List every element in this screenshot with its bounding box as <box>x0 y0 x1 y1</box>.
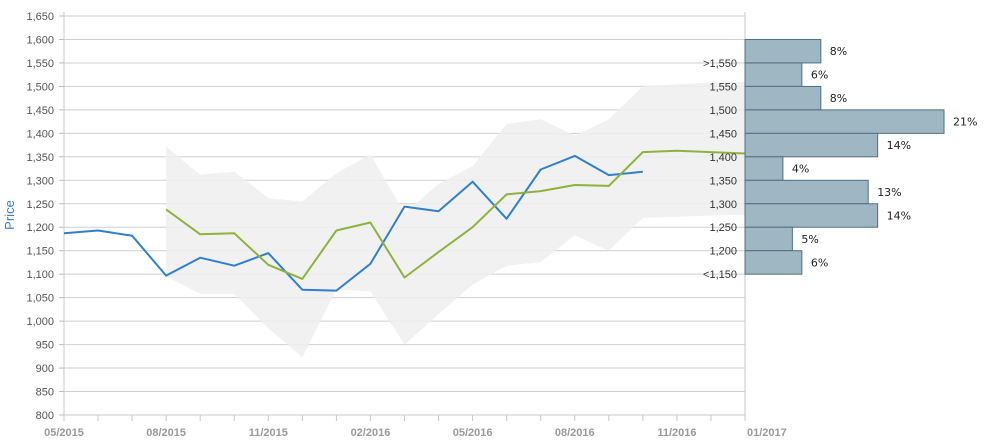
histogram-bin-label: 1,300 <box>709 199 737 211</box>
histogram-bin-label: >1,550 <box>703 58 737 70</box>
y-axis-label: Price <box>2 200 17 230</box>
histogram-bin-label: <1,150 <box>703 269 737 281</box>
actual-series-line <box>63 154 643 292</box>
histogram-percent-label: 13% <box>877 186 901 199</box>
x-tick-label: 05/2016 <box>453 427 493 439</box>
forecast-series-line <box>165 149 746 280</box>
y-tick-label: 1,650 <box>26 11 54 23</box>
x-tick-label: 11/2015 <box>249 427 288 439</box>
y-tick-label: 1,600 <box>26 34 54 46</box>
y-tick-label: 1,000 <box>26 316 54 328</box>
y-tick-label: 1,500 <box>26 81 54 93</box>
y-tick-label: 1,550 <box>26 58 54 70</box>
histogram-percent-label: 5% <box>801 233 818 246</box>
histogram-bar <box>744 156 784 181</box>
x-tick-label: 01/2017 <box>747 427 787 439</box>
y-tick-label: 900 <box>36 363 54 375</box>
y-tick-label: 800 <box>36 410 54 422</box>
histogram-percent-label: 8% <box>830 45 847 58</box>
histogram-bin-label: 1,350 <box>709 175 737 187</box>
y-tick-label: 1,400 <box>26 128 54 140</box>
distribution-histogram: >1,550 8% 1,550 6% 1,500 8% 1,450 21% 1,400 14% 1,… <box>703 38 977 281</box>
histogram-bar <box>744 109 945 134</box>
x-tick-label: 05/2015 <box>44 427 84 439</box>
histogram-bar <box>744 203 879 228</box>
histogram-bar <box>744 179 869 205</box>
y-tick-label: 1,150 <box>26 246 54 258</box>
histogram-bar <box>744 132 879 158</box>
histogram-percent-label: 6% <box>811 69 828 82</box>
x-tick-label: 02/2016 <box>351 427 391 439</box>
y-tick-label: 950 <box>36 340 54 352</box>
y-tick-label: 1,200 <box>26 222 54 234</box>
histogram-bar <box>744 38 822 64</box>
x-axis-ticks: 05/2015 08/2015 11/2015 02/2016 05/2016 08/20… <box>44 415 787 439</box>
histogram-percent-label: 8% <box>830 92 847 105</box>
x-tick-label: 08/2015 <box>146 427 186 439</box>
histogram-bin-label: 1,400 <box>709 152 737 164</box>
y-tick-label: 1,450 <box>26 105 54 117</box>
histogram-percent-label: 14% <box>887 139 911 152</box>
histogram-percent-label: 6% <box>811 256 828 269</box>
y-tick-label: 1,250 <box>26 199 54 211</box>
y-tick-label: 1,100 <box>26 269 54 281</box>
y-axis-ticks: 1,650 1,600 1,550 1,500 1,450 1,400 1,350 1,300… <box>26 11 64 422</box>
histogram-bar <box>744 250 803 275</box>
series-lines <box>63 149 746 292</box>
x-tick-label: 11/2016 <box>657 427 696 439</box>
histogram-bin-label: 1,500 <box>709 105 737 117</box>
forecast-band <box>166 81 746 358</box>
histogram-percent-label: 4% <box>792 163 809 176</box>
histogram-percent-label: 21% <box>953 116 977 129</box>
y-tick-label: 1,350 <box>26 152 54 164</box>
histogram-bar <box>744 62 803 87</box>
histogram-bar <box>744 226 793 252</box>
histogram-bin-label: 1,550 <box>709 81 737 93</box>
y-tick-label: 850 <box>36 387 54 399</box>
forecast-range-area <box>166 81 746 358</box>
histogram-bar <box>744 85 822 111</box>
x-tick-label: 08/2016 <box>555 427 595 439</box>
y-tick-label: 1,300 <box>26 175 54 187</box>
histogram-percent-label: 14% <box>887 210 911 223</box>
histogram-bin-label: 1,450 <box>709 128 737 140</box>
histogram-bin-label: 1,200 <box>709 246 737 258</box>
y-tick-label: 1,050 <box>26 293 54 305</box>
histogram-bin-label: 1,250 <box>709 222 737 234</box>
